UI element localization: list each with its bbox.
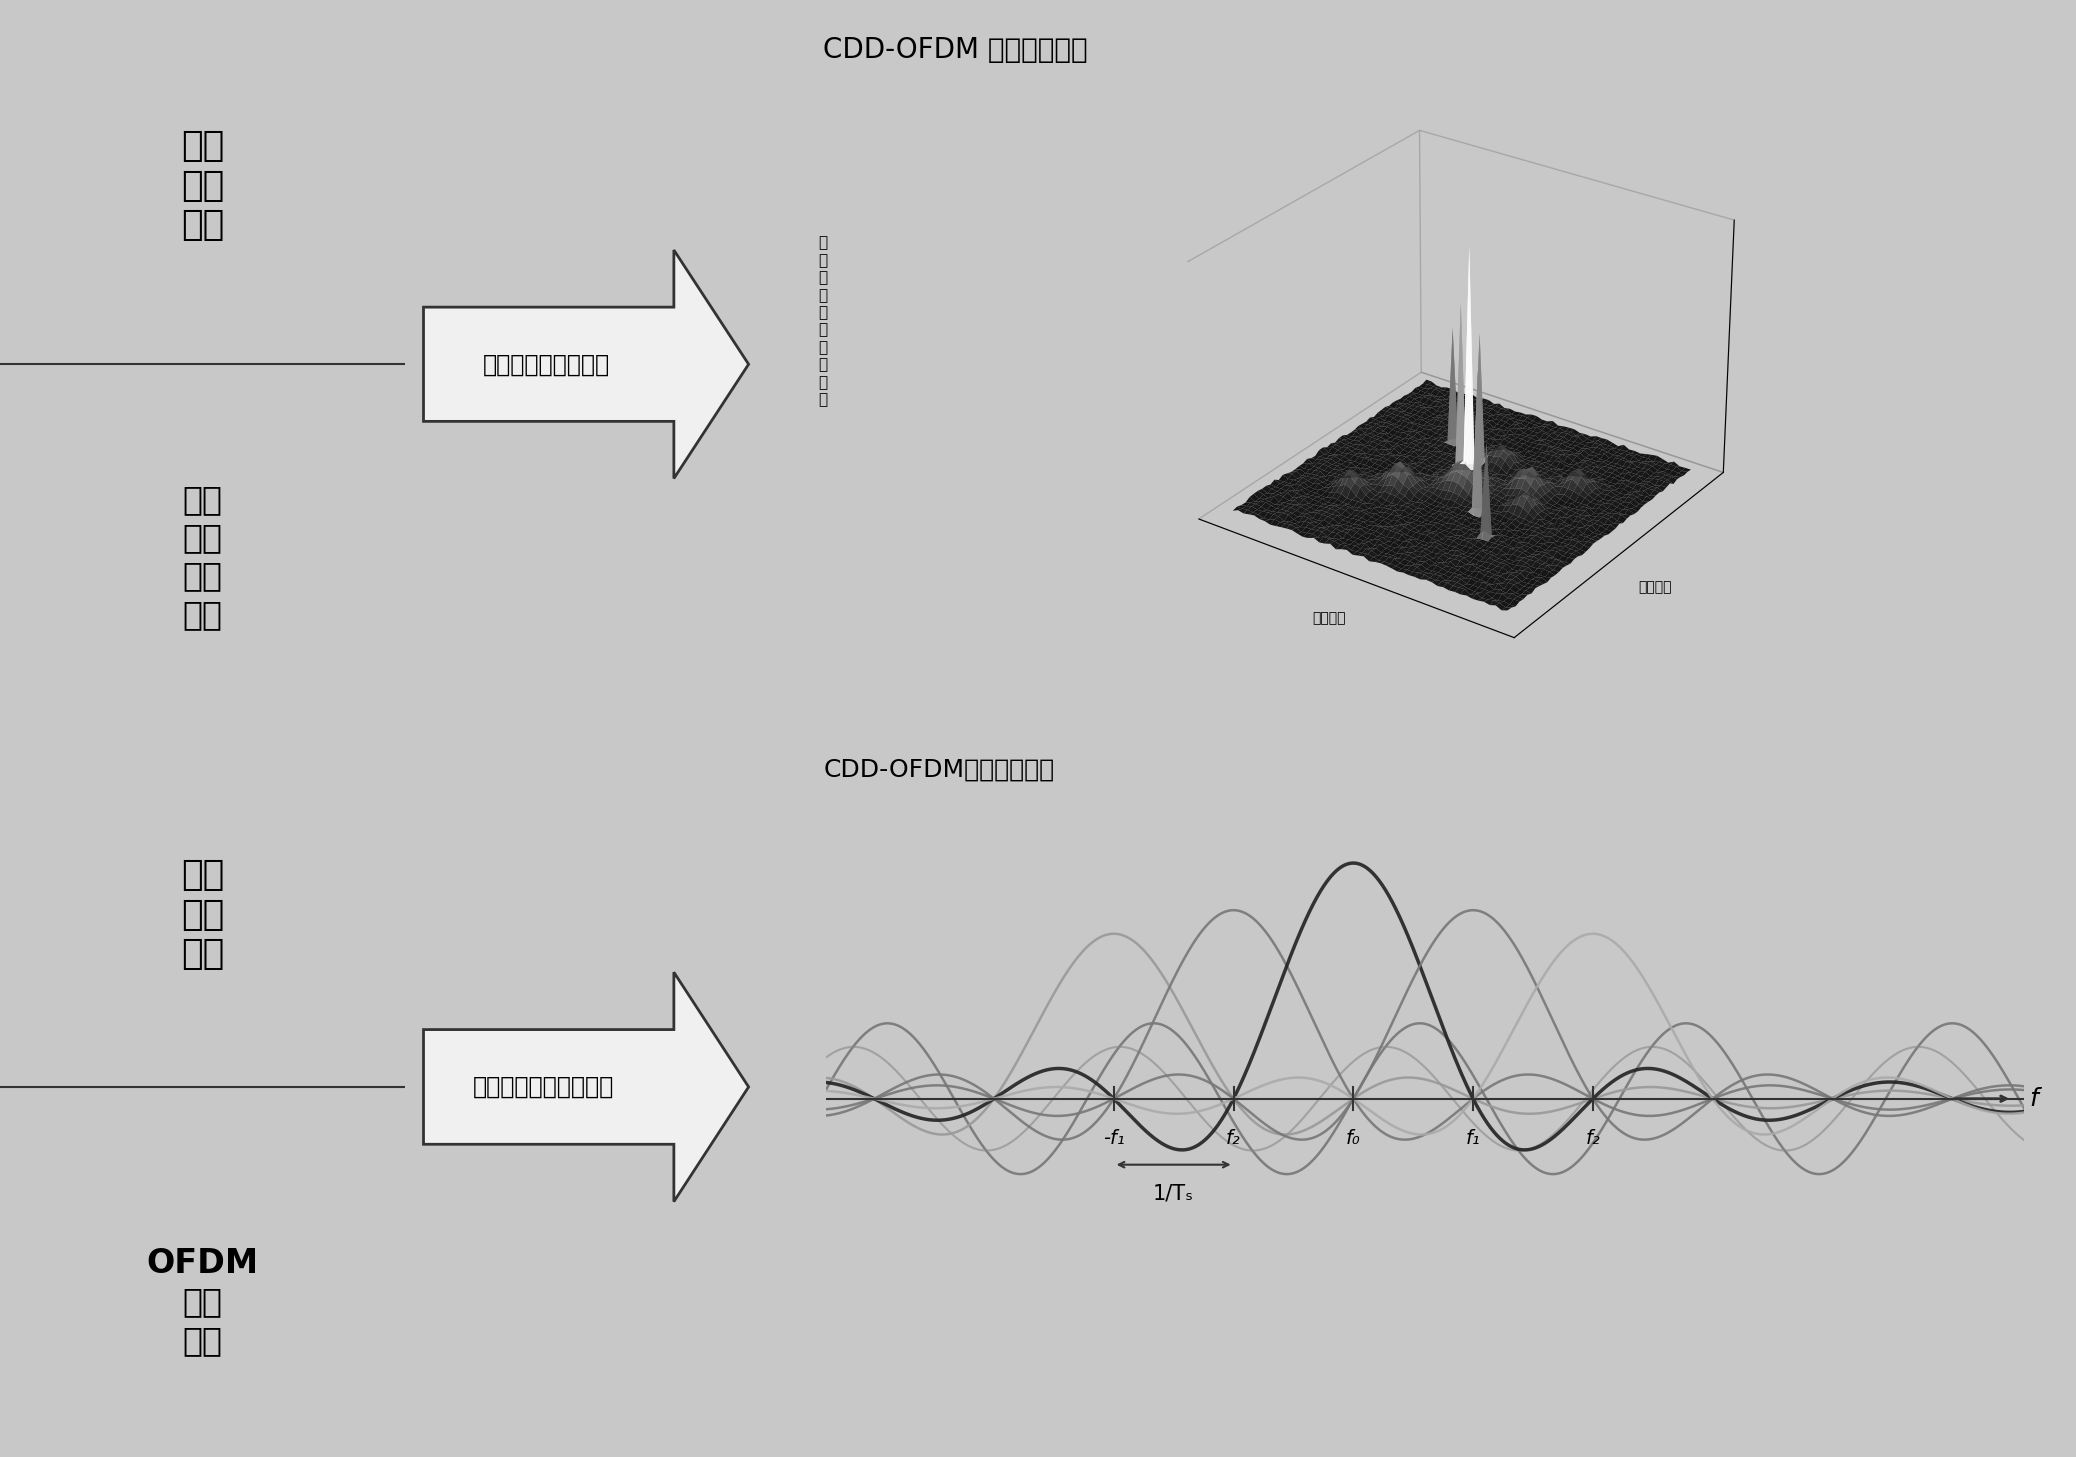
Polygon shape xyxy=(424,972,749,1202)
Text: 信号的统计特征设计: 信号的统计特征设计 xyxy=(484,353,610,376)
Text: 循
环
自
相
关
函
数
的
幅
度: 循 环 自 相 关 函 数 的 幅 度 xyxy=(818,236,828,407)
Text: 频域
传输
信道: 频域 传输 信道 xyxy=(181,858,224,972)
Text: CDD-OFDM 循环平稳谱域: CDD-OFDM 循环平稳谱域 xyxy=(824,36,1088,64)
Text: -f₁: -f₁ xyxy=(1102,1129,1125,1148)
Text: 信号的确定性特征设计: 信号的确定性特征设计 xyxy=(473,1075,614,1099)
Text: f₁: f₁ xyxy=(1466,1129,1480,1148)
Text: 谱域
传输
信道: 谱域 传输 信道 xyxy=(181,130,224,242)
X-axis label: 循环频率: 循环频率 xyxy=(1312,610,1345,625)
Text: f₂: f₂ xyxy=(1227,1129,1241,1148)
Text: 1/Tₛ: 1/Tₛ xyxy=(1152,1183,1194,1203)
Text: f: f xyxy=(2028,1087,2039,1110)
Text: f₀: f₀ xyxy=(1345,1129,1360,1148)
Text: f₂: f₂ xyxy=(1586,1129,1601,1148)
Polygon shape xyxy=(424,251,749,478)
Text: CDD-OFDM循环平稳谱域: CDD-OFDM循环平稳谱域 xyxy=(824,758,1055,781)
Y-axis label: 延时参数: 延时参数 xyxy=(1638,580,1671,594)
Text: OFDM
调制
信道: OFDM 调制 信道 xyxy=(145,1247,260,1356)
Text: 循环
延时
调制
信道: 循环 延时 调制 信道 xyxy=(183,484,222,631)
